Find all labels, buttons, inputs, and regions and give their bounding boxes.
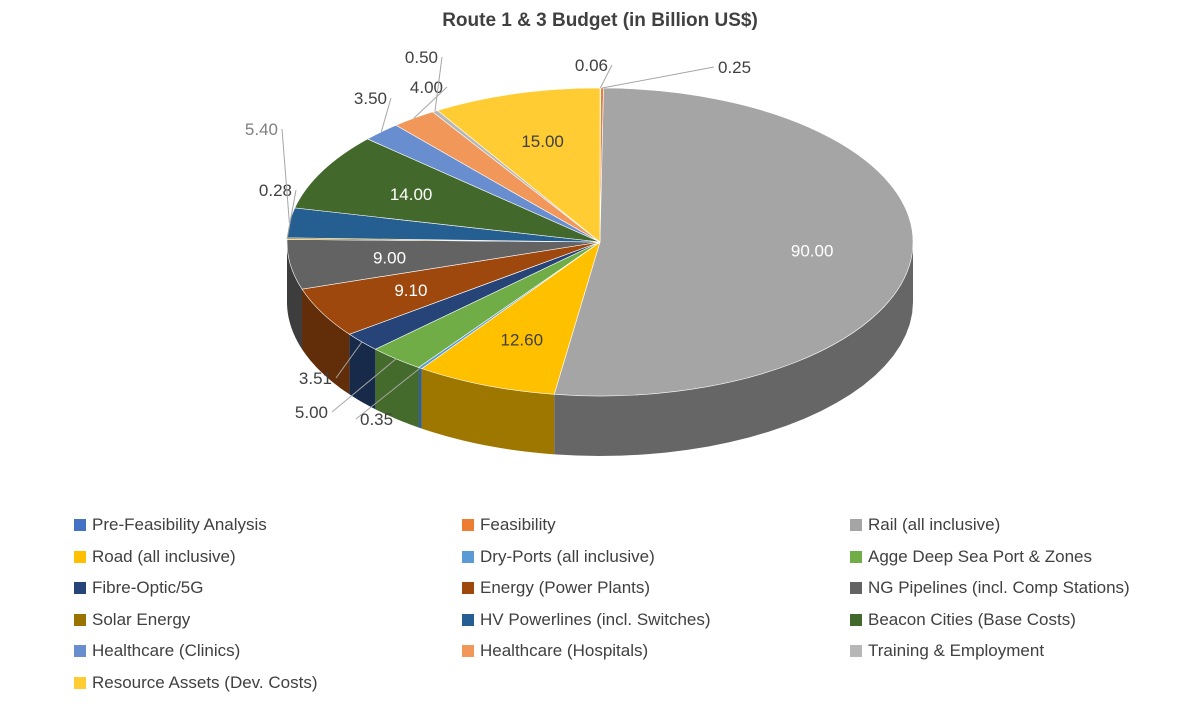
legend-item: Rail (all inclusive) (850, 513, 1000, 537)
legend-item: Dry-Ports (all inclusive) (462, 545, 655, 569)
legend-swatch (850, 582, 862, 594)
pie-side-3 (421, 368, 555, 455)
leader-line-12 (380, 97, 392, 132)
pie-side-4 (418, 367, 422, 429)
legend-label: Fibre-Optic/5G (92, 578, 204, 597)
leader-line-6 (335, 341, 363, 379)
leader-line-10 (281, 128, 290, 223)
pie-label-11: 14.00 (390, 185, 433, 204)
legend-item: Road (all inclusive) (74, 545, 236, 569)
legend-label: Feasibility (480, 515, 556, 534)
legend-label: Rail (all inclusive) (868, 515, 1001, 534)
legend-swatch (74, 645, 86, 657)
pie-label-15: 15.00 (521, 132, 564, 151)
pie-label-6: 3.51 (299, 369, 332, 388)
leader-line-5 (331, 358, 397, 413)
legend-label: Healthcare (Clinics) (92, 641, 241, 660)
legend-label: HV Powerlines (incl. Switches) (480, 609, 711, 629)
pie-label-14: 0.50 (405, 48, 438, 67)
pie-label-12: 3.50 (354, 89, 387, 108)
pie-slice-15 (436, 87, 601, 243)
legend-swatch (74, 519, 86, 531)
legend-swatch (74, 550, 86, 563)
legend-swatch (462, 550, 474, 563)
leader-line-0 (599, 64, 613, 89)
legend-label: Beacon Cities (Base Costs) (868, 609, 1076, 629)
legend-label: Energy (Power Plants) (480, 578, 651, 597)
legend-label: Dry-Ports (all inclusive) (480, 546, 655, 566)
chart-title: Route 1 & 3 Budget (in Billion US$) (442, 10, 758, 31)
leader-line-14 (434, 56, 443, 112)
legend-swatch (850, 645, 862, 657)
legend-label: Road (all inclusive) (92, 546, 236, 566)
pie-side-walls (287, 242, 913, 456)
legend-label: Pre-Feasibility Analysis (92, 515, 267, 534)
legend-label: Agge Deep Sea Port & Zones (868, 546, 1092, 566)
legend-label: Resource Assets (Dev. Costs) (92, 672, 318, 692)
legend-swatch (462, 519, 474, 531)
pie-side-8 (287, 242, 303, 350)
legend-item: Fibre-Optic/5G (74, 576, 203, 600)
legend-label: Solar Energy (92, 609, 191, 629)
legend-item: Resource Assets (Dev. Costs) (74, 671, 317, 695)
legend-item: Healthcare (Clinics) (74, 639, 240, 663)
legend-item: Healthcare (Hospitals) (462, 639, 648, 663)
legend-item: HV Powerlines (incl. Switches) (462, 608, 711, 632)
legend-item: Energy (Power Plants) (462, 576, 650, 600)
legend-label: Training & Employment (868, 641, 1045, 660)
legend-label: Healthcare (Hospitals) (480, 641, 649, 660)
pie-slice-11 (294, 138, 601, 243)
legend-label: NG Pipelines (incl. Comp Stations) (868, 578, 1130, 597)
pie-top (286, 87, 914, 397)
legend-swatch (462, 582, 474, 594)
legend-swatch (74, 613, 86, 626)
pie-side-5 (375, 349, 419, 428)
pie-label-2: 90.00 (791, 241, 834, 260)
pie-label-5: 5.00 (295, 403, 328, 422)
leader-line-1 (602, 66, 715, 89)
pie-label-0: 0.06 (575, 56, 608, 75)
legend-swatch (850, 519, 862, 531)
legend-item: NG Pipelines (incl. Comp Stations) (850, 576, 1130, 600)
legend-swatch (850, 550, 862, 563)
pie-label-10: 5.40 (245, 120, 278, 139)
leader-line-9 (286, 189, 297, 239)
pie-slice-2 (553, 87, 914, 397)
legend-swatch (850, 613, 862, 626)
pie-label-7: 9.10 (394, 281, 427, 300)
pie-side-2 (554, 242, 913, 456)
legend-item: Solar Energy (74, 608, 190, 632)
legend-item: Agge Deep Sea Port & Zones (850, 545, 1092, 569)
leader-line-4 (355, 367, 421, 420)
legend-swatch (74, 582, 86, 594)
pie-side-7 (302, 289, 350, 395)
pie-side-6 (349, 334, 376, 410)
legend-item: Pre-Feasibility Analysis (74, 513, 267, 537)
legend-item: Feasibility (462, 513, 556, 537)
leader-line-13 (413, 86, 448, 119)
pie-label-9: 0.28 (259, 181, 292, 200)
legend-item: Beacon Cities (Base Costs) (850, 608, 1076, 632)
pie-slice-3 (421, 241, 601, 395)
legend-swatch (462, 645, 474, 657)
pie-label-13: 4.00 (410, 78, 443, 97)
pie-label-4: 0.35 (360, 410, 393, 429)
legend-item: Training & Employment (850, 639, 1044, 663)
pie-chart: 0.06 0.25 90.00 12.60 0.35 5.00 3.51 9.10 9.00 0.… (245, 48, 914, 456)
legend-swatch (74, 676, 86, 689)
pie-label-8: 9.00 (373, 248, 406, 267)
pie-labels: 0.06 0.25 90.00 12.60 0.35 5.00 3.51 9.10 9.00 0.… (245, 48, 834, 429)
pie-label-3: 12.60 (501, 330, 544, 349)
legend-swatch (462, 613, 474, 626)
pie-label-1: 0.25 (718, 58, 751, 77)
